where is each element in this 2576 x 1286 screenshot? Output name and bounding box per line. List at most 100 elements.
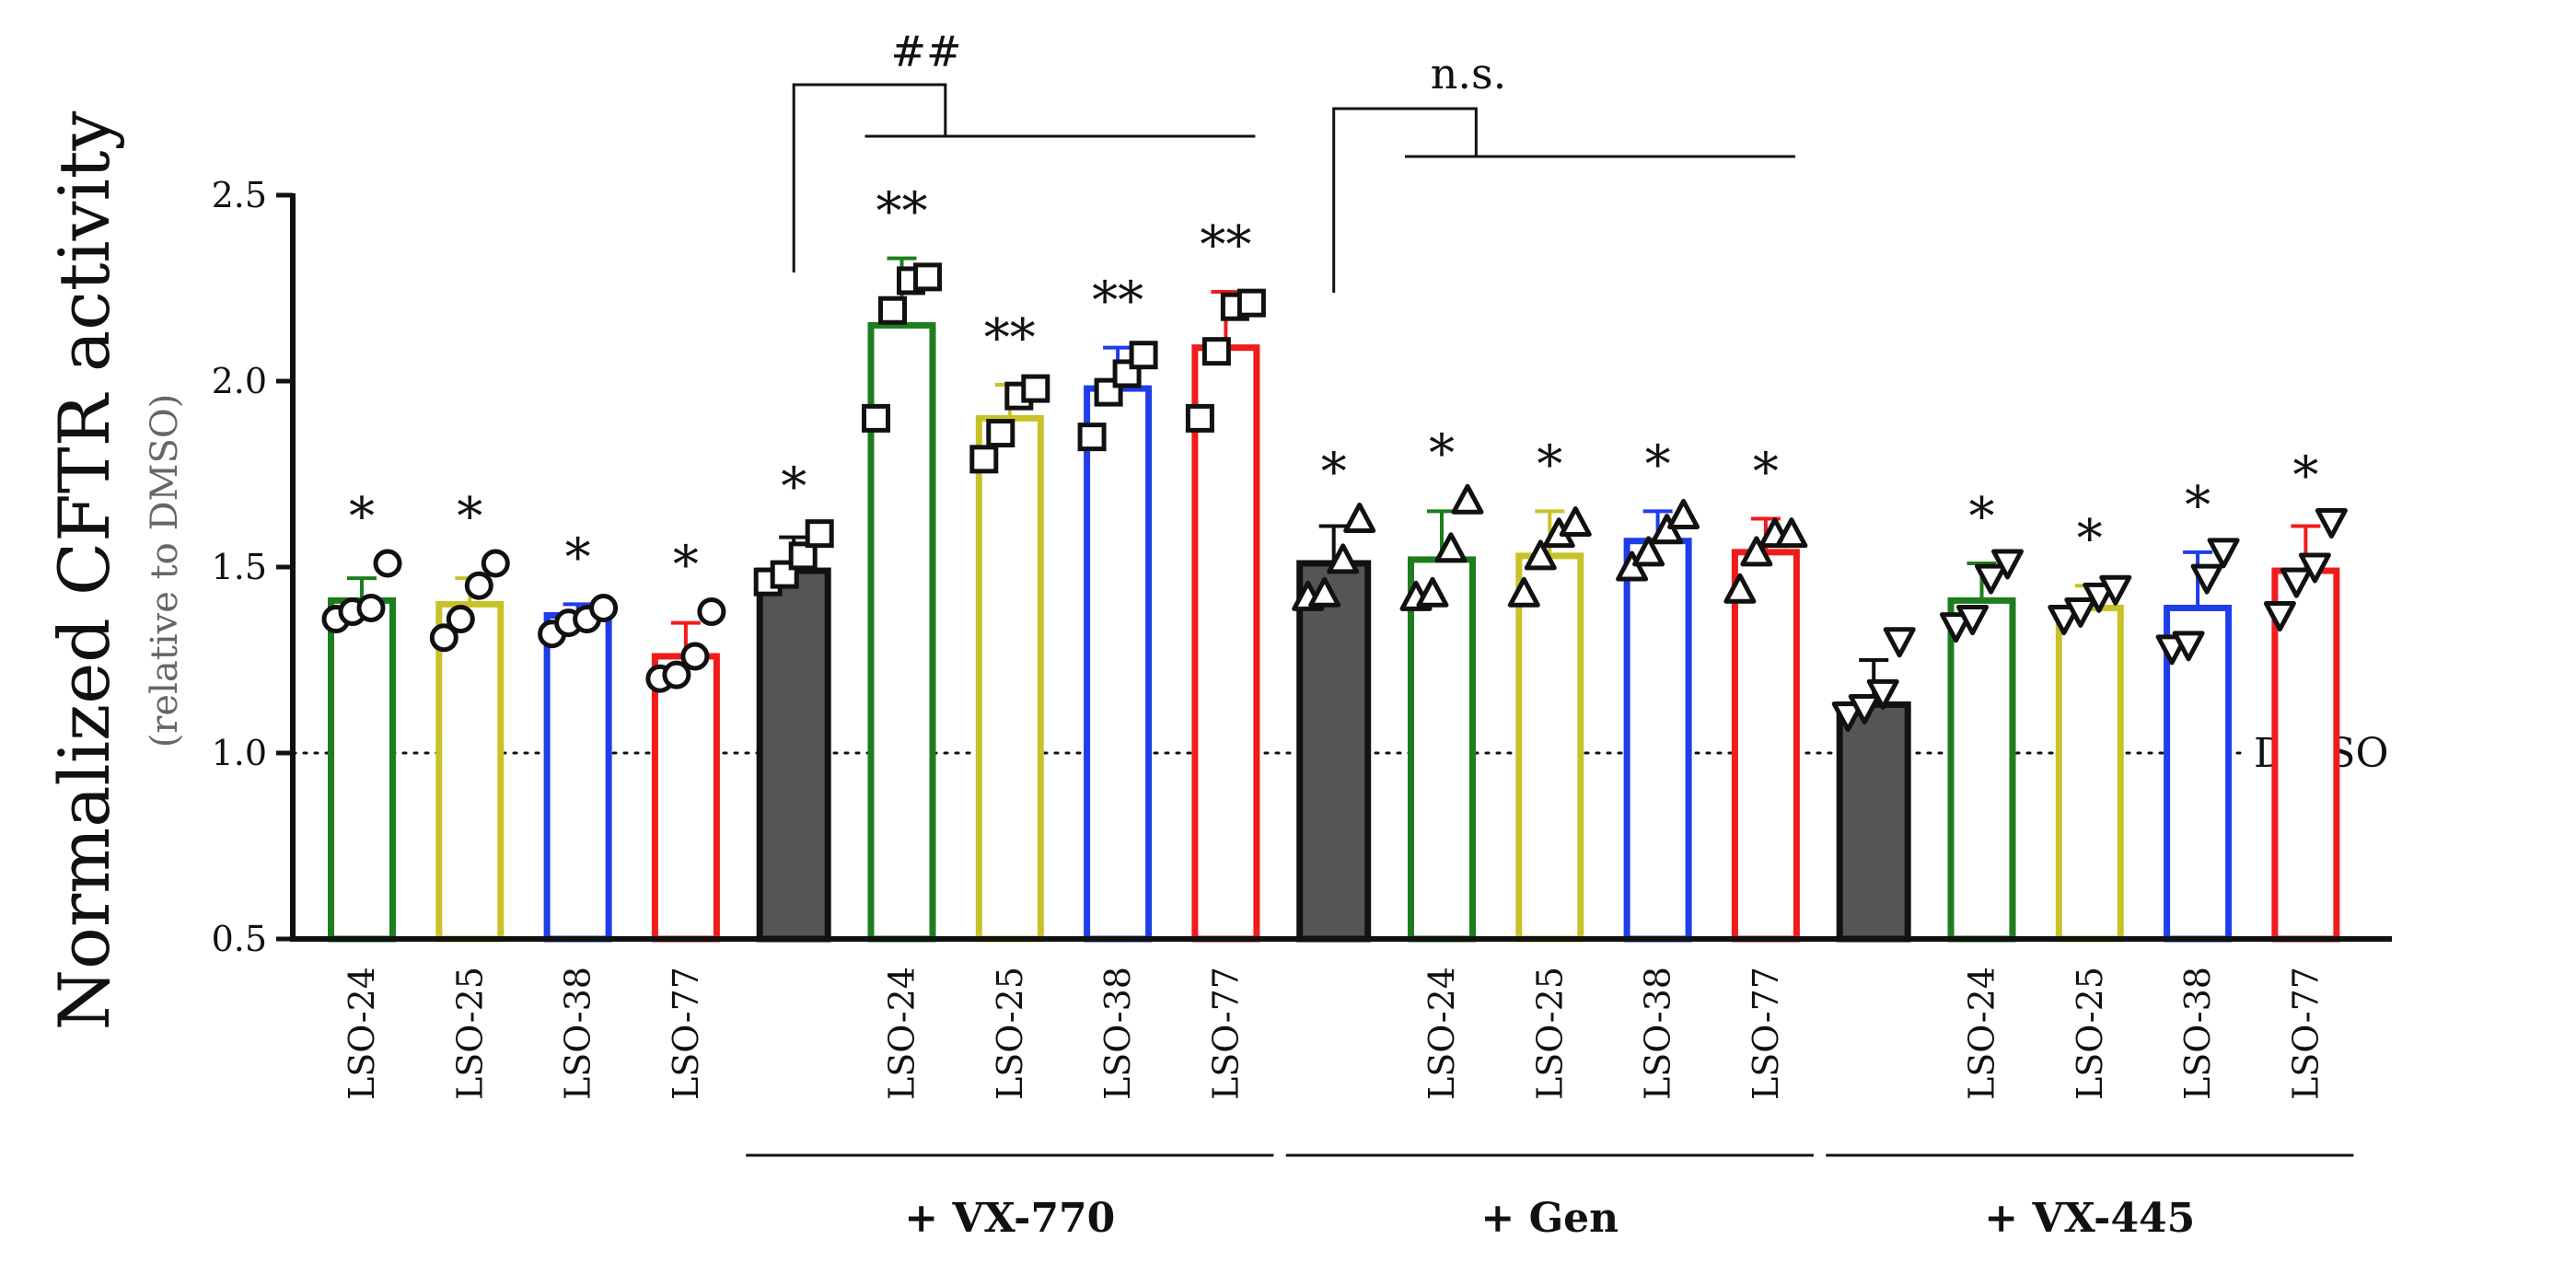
x-tick-label: LSO-38 (1638, 967, 1678, 1100)
data-point (464, 571, 493, 600)
x-tick-label: LSO-25 (990, 967, 1030, 1100)
data-point (1308, 576, 1341, 608)
significance-marker: * (1429, 423, 1455, 483)
data-point (969, 445, 999, 474)
data-point (1740, 536, 1773, 567)
data-point (1416, 576, 1449, 608)
x-tick-label: LSO-25 (1529, 967, 1570, 1100)
data-point (1185, 403, 1214, 433)
data-point (1236, 288, 1266, 318)
bar (1731, 549, 1800, 943)
data-point (429, 623, 458, 653)
y-tick-label: 2.0 (212, 361, 267, 401)
data-point (1507, 576, 1540, 608)
significance-marker: * (781, 458, 806, 517)
data-point (1129, 341, 1158, 370)
y-axis-subtitle: (relative to DMSO) (144, 394, 186, 748)
x-tick-label: LSO-77 (2285, 967, 2326, 1100)
data-point (2048, 605, 2081, 636)
bar (1296, 560, 1372, 943)
x-tick-label: LSO-24 (1962, 967, 2002, 1100)
data-point (862, 403, 890, 433)
significance-marker: * (1753, 442, 1779, 502)
x-tick-label: LSO-24 (342, 967, 382, 1100)
y-tick-label: 0.5 (212, 919, 267, 959)
group-labels-group: + VX-770 + Gen + VX-445 (746, 1153, 2354, 1242)
group-label: + VX-770 (904, 1195, 1115, 1242)
significance-marker: ** (1092, 272, 1143, 331)
data-point (805, 519, 834, 549)
data-point (2099, 574, 2132, 606)
bar (2055, 604, 2124, 943)
data-point (446, 605, 475, 634)
data-point (1201, 337, 1231, 366)
data-point (589, 593, 619, 622)
data-point (2190, 563, 2223, 595)
y-tick-label: 1.5 (212, 547, 267, 587)
bar (1408, 556, 1476, 943)
data-point (373, 549, 402, 578)
brackets-group: ## n.s. (792, 27, 1795, 293)
x-tick-label: LSO-25 (2070, 967, 2110, 1100)
data-point (2083, 582, 2116, 613)
significance-marker: ** (1200, 215, 1251, 275)
x-tick-label: LSO-24 (882, 967, 922, 1100)
x-tick-label: LSO-25 (449, 967, 490, 1100)
x-labels-group: LSO-24 LSO-25 LSO-38 LSO-77 LSO-24 LSO-25 LSO-… (342, 967, 2326, 1100)
bar (1191, 344, 1260, 943)
data-point (1094, 377, 1123, 407)
data-point (680, 642, 710, 671)
data-point (1021, 374, 1050, 403)
group-label: + VX-445 (1984, 1195, 2195, 1242)
data-point (2172, 631, 2205, 662)
x-tick-label: LSO-77 (1205, 967, 1246, 1100)
data-point (2064, 597, 2097, 628)
bar (435, 600, 505, 943)
data-point (1667, 498, 1700, 529)
y-axis-group: 0.5 1.0 1.5 2.0 2.5 (212, 175, 2392, 959)
data-point (878, 295, 907, 325)
significance-marker: * (1969, 487, 1995, 547)
data-point (1775, 517, 1808, 549)
y-tick-label: 2.5 (212, 175, 267, 215)
significance-marker: * (349, 487, 375, 547)
bars-group (328, 321, 2340, 943)
data-point (1434, 532, 1468, 563)
significance-marker: * (2292, 446, 2318, 506)
data-point (1848, 694, 1881, 725)
data-point (1632, 536, 1665, 567)
significance-group: * ** *********** * * * ** ** * (349, 182, 2318, 596)
data-point (770, 560, 799, 589)
significance-marker: * (565, 527, 591, 587)
bracket-line (792, 83, 947, 272)
bar (328, 597, 396, 943)
x-tick-label: LSO-77 (666, 967, 706, 1100)
bracket-label: n.s. (1431, 49, 1506, 98)
data-point (788, 541, 818, 571)
bar (651, 653, 720, 943)
data-point (356, 593, 386, 622)
data-point (2207, 538, 2240, 569)
x-tick-label: LSO-24 (1421, 967, 1462, 1100)
x-tick-label: LSO-38 (2177, 967, 2218, 1100)
data-point (1940, 612, 1972, 643)
bracket-line (1332, 107, 1478, 293)
data-point (1723, 573, 1757, 604)
points-group (321, 262, 2348, 733)
bar (1084, 385, 1153, 943)
significance-marker: * (1537, 434, 1562, 494)
data-point (481, 549, 510, 578)
bar (1836, 701, 1911, 943)
bar (756, 567, 831, 943)
data-point (1883, 627, 1916, 658)
x-tick-label: LSO-38 (1097, 967, 1138, 1100)
data-point (697, 597, 726, 626)
data-point (1451, 483, 1484, 515)
data-point (1327, 543, 1360, 574)
y-label-group: Normalized CFTR activity (relative to DMS… (43, 111, 186, 1031)
data-point (1866, 678, 1899, 710)
significance-marker: * (673, 535, 699, 595)
